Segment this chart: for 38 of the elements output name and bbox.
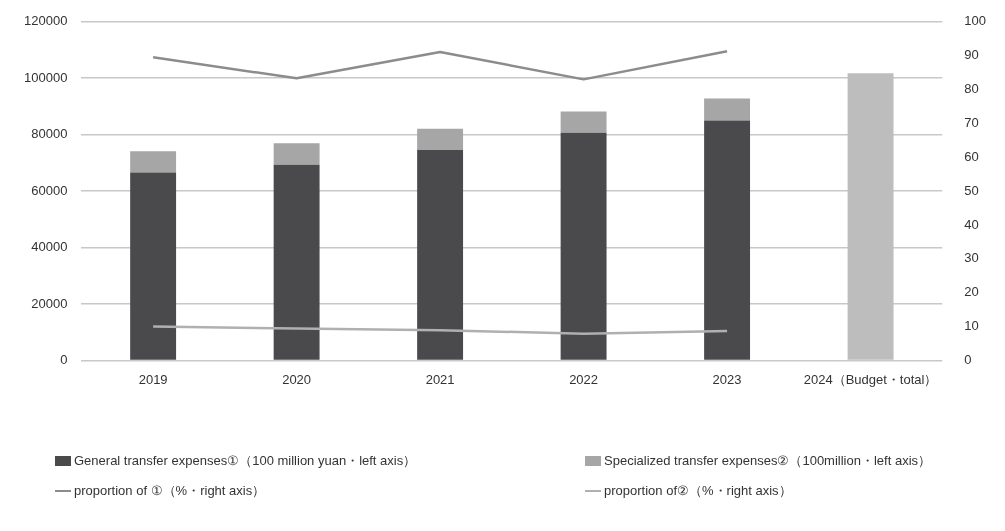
bar (560, 132, 607, 360)
bar (273, 143, 320, 165)
x-tick-label: 2020 (282, 371, 312, 387)
y-tick-label: 100000 (23, 69, 68, 85)
bar (130, 151, 177, 173)
y2-tick-label: 80 (964, 81, 979, 97)
y2-tick-label: 30 (964, 250, 979, 266)
y2-tick-label: 70 (964, 114, 979, 130)
bar (704, 98, 751, 121)
legend-label: proportion of ①（%・right axis） (74, 482, 266, 500)
x-tick-label: 2019 (138, 371, 168, 387)
y-tick-label: 40000 (31, 239, 68, 255)
x-tick-label: 2023 (712, 371, 742, 387)
bar (704, 120, 751, 360)
y-tick-label: 80000 (31, 126, 68, 142)
bar (130, 172, 177, 360)
y2-tick-label: 40 (964, 216, 979, 232)
y-tick-label: 20000 (31, 295, 68, 311)
legend-label: proportion of②（%・right axis） (604, 482, 792, 500)
y2-tick-label: 60 (964, 148, 979, 164)
bar (273, 164, 320, 360)
bar (560, 111, 607, 133)
y2-tick-label: 90 (964, 47, 979, 63)
x-tick-label: 2021 (425, 371, 455, 387)
y2-tick-label: 20 (964, 284, 979, 300)
y2-tick-label: 10 (964, 318, 979, 334)
y2-tick-label: 50 (964, 182, 979, 198)
bar (417, 149, 464, 360)
y2-tick-label: 0 (964, 351, 972, 367)
legend-label: General transfer expenses①（100 million yuan・left axis） (74, 452, 417, 470)
legend-label: Specialized transfer expenses②（100million・left axis） (604, 452, 932, 470)
bar (417, 128, 464, 150)
x-tick-label: 2024（Budget・total） (803, 371, 938, 387)
y-tick-label: 0 (60, 351, 68, 367)
y-tick-label: 120000 (23, 13, 68, 29)
y-tick-label: 60000 (31, 182, 68, 198)
y2-tick-label: 100 (964, 13, 987, 29)
x-tick-label: 2022 (569, 371, 599, 387)
